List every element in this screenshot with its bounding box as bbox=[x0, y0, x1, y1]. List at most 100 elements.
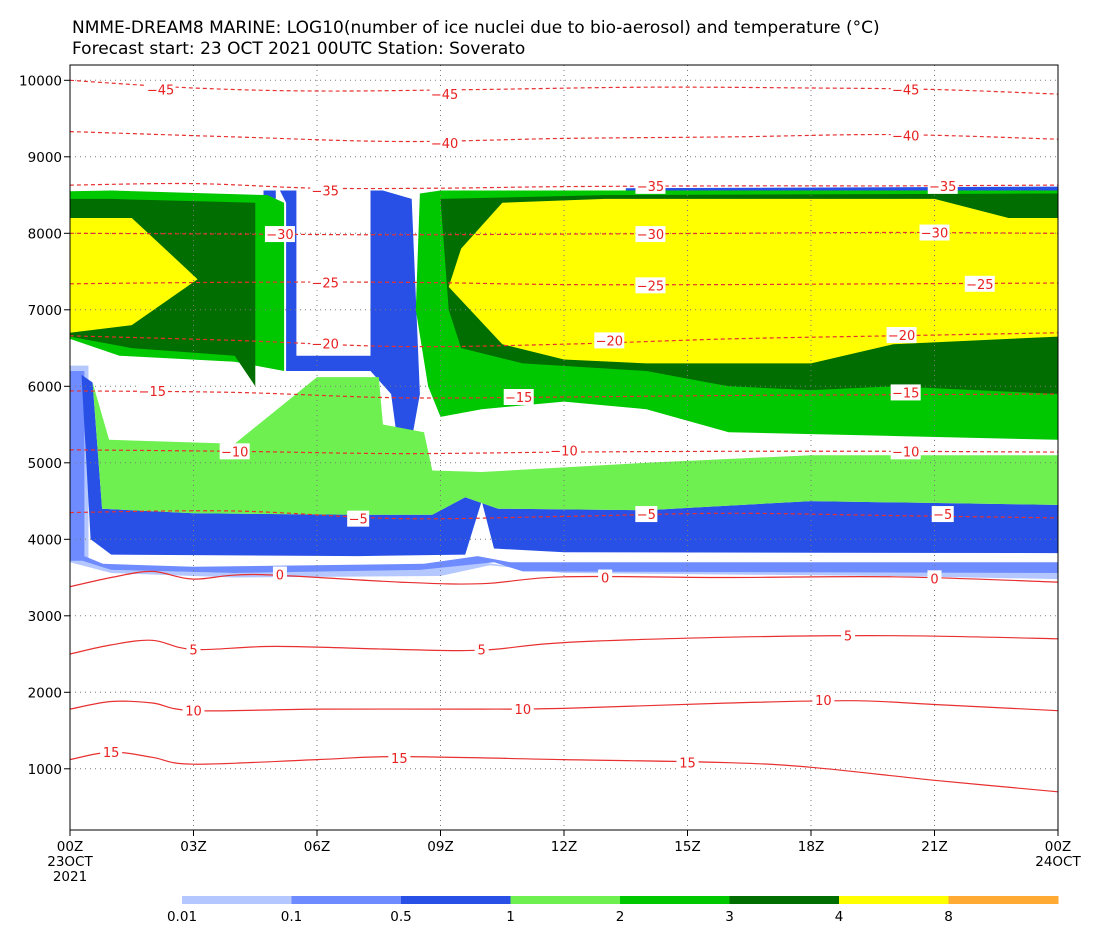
temperature-label: 0 bbox=[601, 572, 609, 587]
temperature-label: 5 bbox=[478, 643, 486, 658]
temperature-label: −30 bbox=[266, 228, 293, 243]
legend-swatch bbox=[510, 896, 621, 904]
temperature-label-bg bbox=[927, 177, 958, 194]
x-tick-label: 09Z bbox=[427, 839, 453, 855]
temperature-label-bg bbox=[429, 135, 460, 152]
temperature-label: 0 bbox=[930, 572, 938, 587]
temperature-label: −20 bbox=[888, 329, 915, 344]
legend-label: 0.01 bbox=[167, 909, 197, 925]
x-tick-sublabel: 2021 bbox=[53, 869, 87, 885]
x-tick-label: 00Z bbox=[1045, 839, 1071, 855]
temperature-label: −35 bbox=[637, 180, 664, 195]
legend-swatch bbox=[291, 896, 402, 904]
temperature-label: −25 bbox=[637, 279, 664, 294]
temperature-label-bg bbox=[429, 86, 460, 103]
temperature-label-bg bbox=[594, 332, 625, 349]
temperature-label: 10 bbox=[515, 703, 532, 718]
temperature-label-bg bbox=[347, 510, 370, 527]
temperature-label-bg bbox=[676, 754, 699, 771]
temperature-label: 10 bbox=[815, 694, 832, 709]
chart-title-line1: NMME-DREAM8 MARINE: LOG10(number of ice … bbox=[72, 18, 880, 38]
temperature-label: −35 bbox=[312, 184, 339, 199]
filled-region-12 bbox=[448, 198, 1058, 364]
temperature-label-bg bbox=[812, 691, 835, 708]
y-tick-label: 7000 bbox=[28, 303, 62, 319]
temperature-contour-10 bbox=[69, 635, 1059, 655]
chart-title-line2: Forecast start: 23 OCT 2021 00UTC Statio… bbox=[72, 39, 525, 59]
temperature-label: −10 bbox=[550, 445, 577, 460]
legend-label: 2 bbox=[616, 909, 625, 925]
temperature-label-bg bbox=[919, 224, 950, 241]
filled-region-11 bbox=[70, 218, 198, 333]
temperature-label-bg bbox=[549, 442, 579, 459]
temperature-label-bg bbox=[635, 506, 658, 523]
temperature-label: −40 bbox=[431, 137, 458, 152]
temperature-label: −15 bbox=[505, 391, 532, 406]
temperature-label-bg bbox=[890, 443, 921, 460]
color-legend: 0.01 0.1 0.5 1 2 3 4 8 bbox=[167, 896, 1059, 925]
temperature-contour-6 bbox=[69, 390, 1059, 399]
y-tick-label: 2000 bbox=[28, 685, 62, 701]
legend-label: 0.5 bbox=[390, 909, 411, 925]
temperature-label-bg bbox=[927, 570, 942, 587]
temperature-label: −10 bbox=[892, 445, 919, 460]
temperature-label-bg bbox=[503, 389, 534, 406]
x-tick-label: 15Z bbox=[674, 839, 700, 855]
temperature-contour-5 bbox=[69, 332, 1059, 348]
temperature-label: 5 bbox=[844, 630, 852, 645]
temperature-label-bg bbox=[186, 641, 201, 658]
x-tick-sublabel: 24OCT bbox=[1035, 854, 1081, 870]
temperature-label: −35 bbox=[929, 180, 956, 195]
temperature-label-bg bbox=[474, 641, 489, 658]
temperature-label-bg bbox=[310, 335, 341, 352]
temperature-label-bg bbox=[931, 506, 954, 523]
temperature-label-bg bbox=[219, 443, 250, 460]
temperature-label: 5 bbox=[189, 643, 197, 658]
temperature-label-bg bbox=[310, 182, 341, 199]
temperature-label-bg bbox=[145, 81, 176, 98]
temperature-label: −15 bbox=[139, 385, 166, 400]
x-tick-sublabel: 23OCT bbox=[47, 854, 93, 870]
filled-region-2 bbox=[81, 374, 1058, 557]
temperature-label: 15 bbox=[679, 757, 696, 772]
temperature-contour-12 bbox=[69, 751, 1059, 793]
temperature-label-bg bbox=[137, 382, 168, 399]
temperature-contour-2 bbox=[69, 182, 1059, 190]
temperature-label-bg bbox=[841, 627, 856, 644]
temperature-label: 15 bbox=[391, 752, 408, 767]
temperature-label: −30 bbox=[921, 227, 948, 242]
legend-swatch bbox=[839, 896, 949, 904]
legend-label: 0.1 bbox=[281, 909, 302, 925]
plot-area: −45 −45 −45 −40 −40 −35 −35 −35 −30 −30 −30 −25 −25 −… bbox=[69, 64, 1059, 831]
temperature-label-bg bbox=[890, 384, 921, 401]
temperature-label: −30 bbox=[637, 228, 664, 243]
x-tick-label: 21Z bbox=[921, 839, 947, 855]
temperature-label: −45 bbox=[892, 83, 919, 98]
x-tick-label: 00Z bbox=[57, 839, 83, 855]
legend-swatch bbox=[620, 896, 730, 904]
legend-swatch bbox=[401, 896, 511, 904]
temperature-label: −5 bbox=[637, 508, 656, 523]
y-tick-label: 3000 bbox=[28, 609, 62, 625]
temperature-label: −40 bbox=[892, 129, 919, 144]
temperature-label-bg bbox=[635, 226, 666, 243]
y-tick-label: 4000 bbox=[28, 532, 62, 548]
x-axis: 00Z 03Z 06Z 09Z 12Z 15Z 18Z 21Z 00Z23OCT202124OC… bbox=[47, 830, 1081, 885]
temperature-label-bg bbox=[310, 274, 341, 291]
temperature-label-bg bbox=[511, 701, 534, 718]
temperature-label: −5 bbox=[349, 513, 368, 528]
y-tick-label: 10000 bbox=[19, 73, 62, 89]
filled-region-3 bbox=[263, 190, 276, 199]
temperature-label-bg bbox=[598, 569, 613, 586]
legend-label: 3 bbox=[725, 909, 734, 925]
temperature-contour-9 bbox=[69, 570, 1059, 588]
x-tick-label: 12Z bbox=[551, 839, 577, 855]
x-tick-label: 06Z bbox=[304, 839, 330, 855]
temperature-label: −20 bbox=[312, 337, 339, 352]
temperature-label: −25 bbox=[312, 276, 339, 291]
temperature-label: 0 bbox=[276, 568, 284, 583]
temperature-label: −15 bbox=[892, 386, 919, 401]
temperature-label-bg bbox=[388, 750, 411, 767]
x-tick-label: 18Z bbox=[798, 839, 824, 855]
